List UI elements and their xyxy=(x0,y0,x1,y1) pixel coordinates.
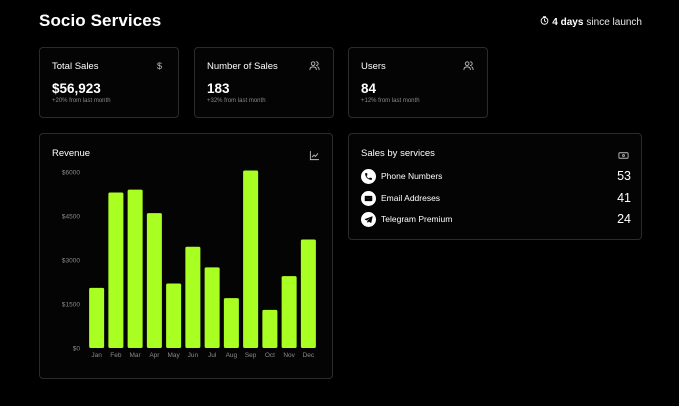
dollar-icon: $ xyxy=(156,60,162,71)
x-tick-label: Jan xyxy=(91,352,102,359)
y-tick-label: $3000 xyxy=(62,258,80,265)
banknote-icon xyxy=(618,148,629,159)
y-tick-label: $0 xyxy=(73,346,81,353)
x-tick-label: Nov xyxy=(283,352,295,359)
revenue-title: Revenue xyxy=(52,148,91,159)
stat-change: +20% from last month xyxy=(52,98,111,104)
sales-by-services-card: Sales by services Phone Numbers 53 Email… xyxy=(348,133,642,240)
mail-icon xyxy=(361,190,376,206)
bar-nov[interactable] xyxy=(281,276,297,348)
stat-value: 84 xyxy=(361,81,377,96)
x-tick-label: Feb xyxy=(110,352,122,359)
x-tick-label: Aug xyxy=(226,352,238,359)
bar-sep[interactable] xyxy=(243,170,259,348)
bar-may[interactable] xyxy=(166,283,182,348)
bar-apr[interactable] xyxy=(146,213,162,348)
stat-change: +12% from last month xyxy=(361,98,420,104)
y-tick-label: $6000 xyxy=(62,170,80,177)
service-count: 24 xyxy=(617,212,631,226)
bar-aug[interactable] xyxy=(223,298,239,348)
stat-value: 183 xyxy=(207,81,230,96)
launch-suffix: since launch xyxy=(586,16,642,28)
revenue-card: Revenue $0 $1500 $3000 $4500 $6000 Jan Feb Mar A… xyxy=(39,133,333,379)
x-tick-label: Jul xyxy=(208,352,217,359)
bar-feb[interactable] xyxy=(108,192,124,348)
service-row-phone-numbers[interactable]: Phone Numbers 53 xyxy=(361,168,631,184)
x-tick-label: Sep xyxy=(245,352,257,359)
phone-icon xyxy=(361,168,376,184)
x-tick-label: Apr xyxy=(149,352,160,359)
stat-change: +32% from last month xyxy=(207,98,266,104)
x-tick-label: Dec xyxy=(303,352,315,359)
clock-icon xyxy=(540,16,549,28)
stat-card-number-of-sales: Number of Sales 183 +32% from last month xyxy=(194,47,334,118)
stat-label: Total Sales xyxy=(52,61,99,72)
bar-oct[interactable] xyxy=(262,309,278,348)
stat-label: Users xyxy=(361,61,386,72)
bar-jun[interactable] xyxy=(185,246,201,348)
bar-jul[interactable] xyxy=(204,267,220,348)
service-name: Phone Numbers xyxy=(381,171,443,181)
service-row-telegram-premium[interactable]: Telegram Premium 24 xyxy=(361,211,631,227)
x-tick-label: Mar xyxy=(130,352,142,359)
service-row-email-addreses[interactable]: Email Addreses 41 xyxy=(361,190,631,206)
service-count: 53 xyxy=(617,169,631,183)
bar-mar[interactable] xyxy=(127,189,143,348)
x-tick-label: May xyxy=(167,352,180,359)
service-name: Email Addreses xyxy=(381,193,441,203)
stat-card-total-sales: Total Sales $ $56,923 +20% from last mon… xyxy=(39,47,179,118)
y-tick-label: $4500 xyxy=(62,214,80,221)
service-name: Telegram Premium xyxy=(381,214,453,224)
services-title: Sales by services xyxy=(361,148,435,159)
users-icon xyxy=(309,60,320,71)
line-chart-icon xyxy=(309,148,320,161)
telegram-icon xyxy=(361,211,376,227)
x-tick-label: Oct xyxy=(265,352,275,359)
launch-indicator: 4 days since launch xyxy=(540,16,642,28)
bar-jan[interactable] xyxy=(89,287,105,348)
x-tick-label: Jun xyxy=(188,352,199,359)
stat-card-users: Users 84 +12% from last month xyxy=(348,47,488,118)
stat-value: $56,923 xyxy=(52,81,101,96)
service-count: 41 xyxy=(617,191,631,205)
stat-label: Number of Sales xyxy=(207,61,278,72)
launch-days: 4 days xyxy=(552,16,584,28)
y-tick-label: $1500 xyxy=(62,302,80,309)
users-icon xyxy=(463,60,474,71)
bar-dec[interactable] xyxy=(300,239,316,348)
page-title: Socio Services xyxy=(39,11,162,30)
revenue-chart: $0 $1500 $3000 $4500 $6000 Jan Feb Mar Apr May Jun… xyxy=(62,170,316,359)
